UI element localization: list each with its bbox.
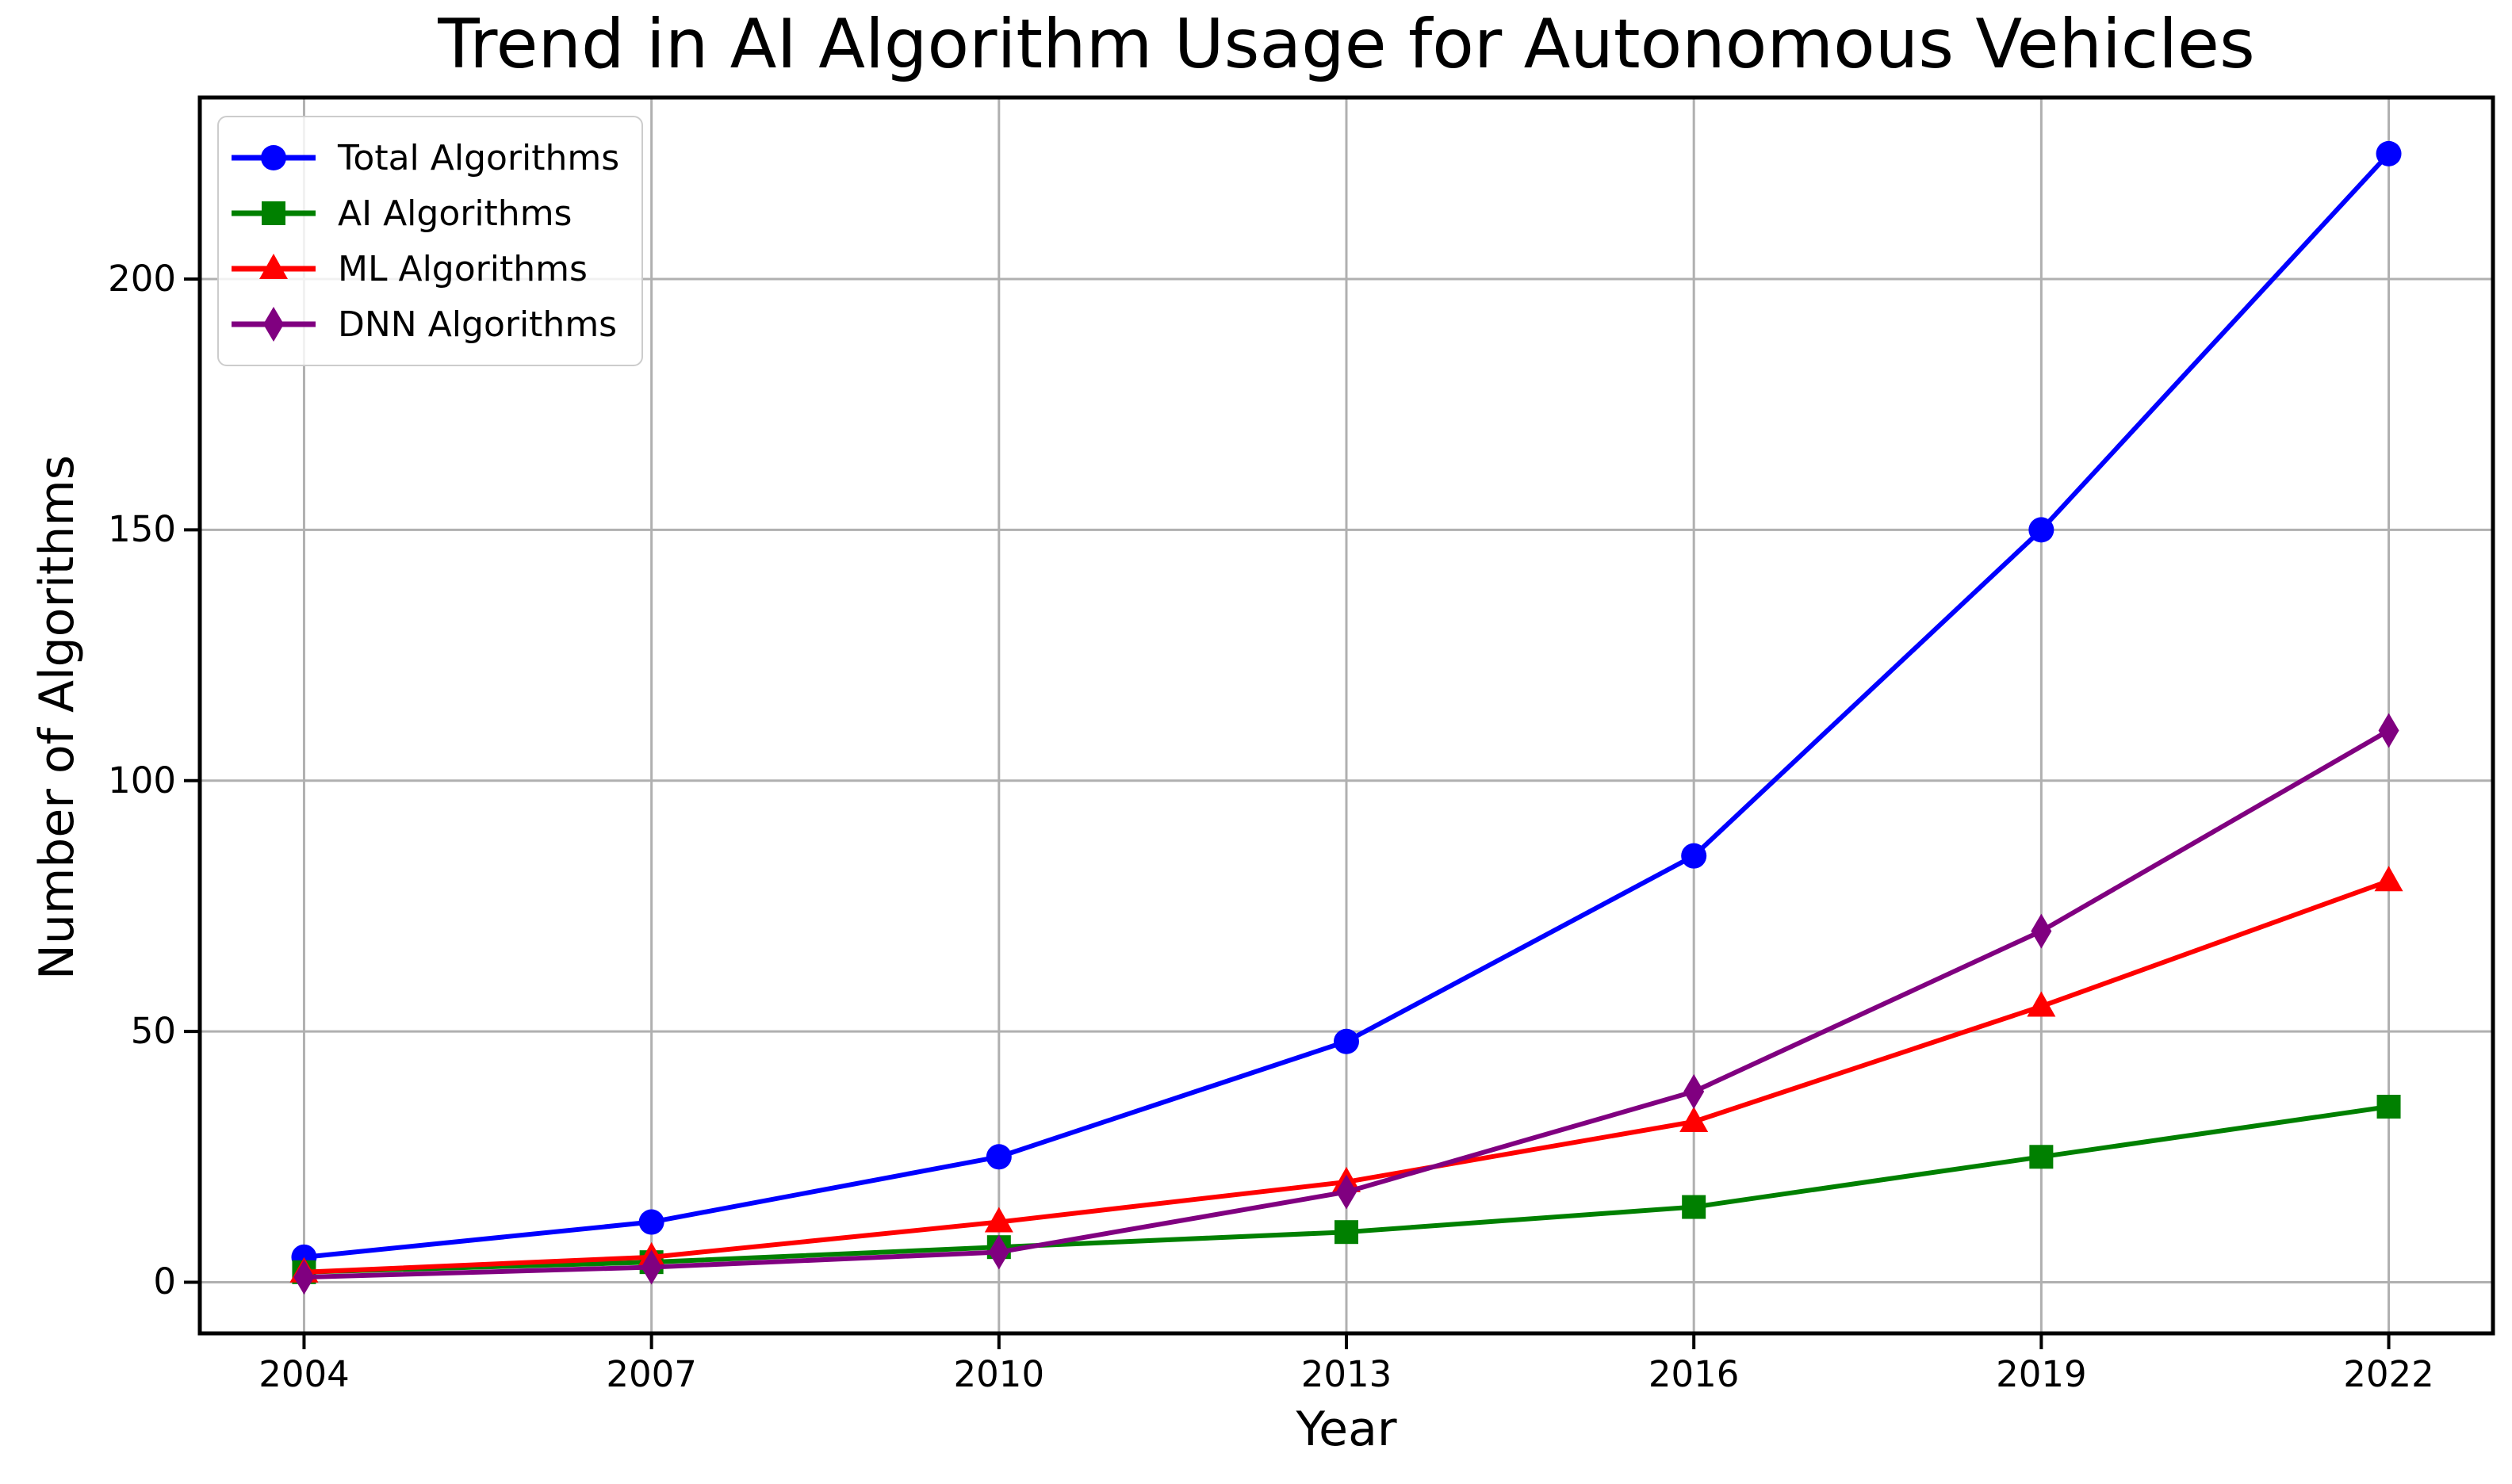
legend-item-label: Total Algorithms (338, 137, 620, 178)
marker-total-algorithms (986, 1144, 1012, 1170)
x-tick-label: 2016 (1648, 1353, 1740, 1395)
marker-dnn-algorithms (2031, 913, 2052, 949)
circle-legend-icon (232, 145, 316, 170)
marker-dnn-algorithms (988, 1234, 1009, 1270)
marker-dnn-algorithms (641, 1249, 662, 1285)
legend-marker-sample (259, 254, 288, 279)
y-tick-label: 50 (130, 1010, 176, 1053)
marker-dnn-algorithms (1683, 1074, 1705, 1110)
plot-border (197, 95, 2495, 1336)
legend-item: AI Algorithms (230, 186, 619, 241)
legend-marker-sample (263, 307, 284, 342)
marker-dnn-algorithms (1336, 1174, 1357, 1210)
marker-ml-algorithms (984, 1207, 1013, 1233)
legend-item-label: AI Algorithms (338, 193, 572, 234)
chart-title: Trend in AI Algorithm Usage for Autonomo… (438, 5, 2255, 84)
marker-ml-algorithms (2374, 866, 2403, 892)
x-axis-label: Year (1296, 1402, 1397, 1457)
square-legend-icon (232, 201, 316, 225)
diamond-thin-legend-icon (232, 307, 316, 342)
legend-marker-sample (262, 201, 285, 225)
marker-ai-algorithms (1682, 1195, 1706, 1219)
x-tick-label: 2004 (258, 1353, 350, 1395)
marker-ml-algorithms (1679, 1106, 1709, 1132)
y-tick-label: 200 (108, 258, 176, 300)
marker-total-algorithms (2376, 140, 2402, 166)
x-tick-label: 2022 (2343, 1353, 2434, 1395)
legend-marker-sample (261, 145, 286, 170)
marker-total-algorithms (2028, 517, 2054, 543)
legend-item: Total Algorithms (230, 130, 619, 186)
marker-ai-algorithms (2376, 1095, 2401, 1119)
legend-item-label: DNN Algorithms (338, 304, 618, 345)
marker-ai-algorithms (1334, 1220, 1358, 1245)
x-tick-label: 2013 (1300, 1353, 1392, 1395)
legend: Total Algorithms AI Algorithms ML Algorith… (217, 116, 644, 366)
marker-ml-algorithms (2027, 991, 2056, 1017)
legend-item-label: ML Algorithms (338, 248, 588, 289)
triangle-up-legend-icon (232, 254, 316, 279)
x-tick-label: 2010 (953, 1353, 1045, 1395)
x-tick-label: 2007 (606, 1353, 697, 1395)
legend-item: DNN Algorithms (230, 296, 619, 352)
marker-total-algorithms (1334, 1028, 1359, 1054)
marker-dnn-algorithms (2378, 713, 2399, 748)
marker-total-algorithms (1681, 843, 1707, 869)
y-tick-label: 100 (108, 759, 176, 801)
marker-ai-algorithms (2029, 1145, 2054, 1169)
x-tick-label: 2019 (1996, 1353, 2087, 1395)
legend-item: ML Algorithms (230, 241, 619, 296)
y-tick-label: 150 (108, 508, 176, 551)
y-tick-label: 0 (153, 1260, 176, 1303)
marker-dnn-algorithms (293, 1260, 315, 1295)
marker-total-algorithms (638, 1209, 664, 1235)
